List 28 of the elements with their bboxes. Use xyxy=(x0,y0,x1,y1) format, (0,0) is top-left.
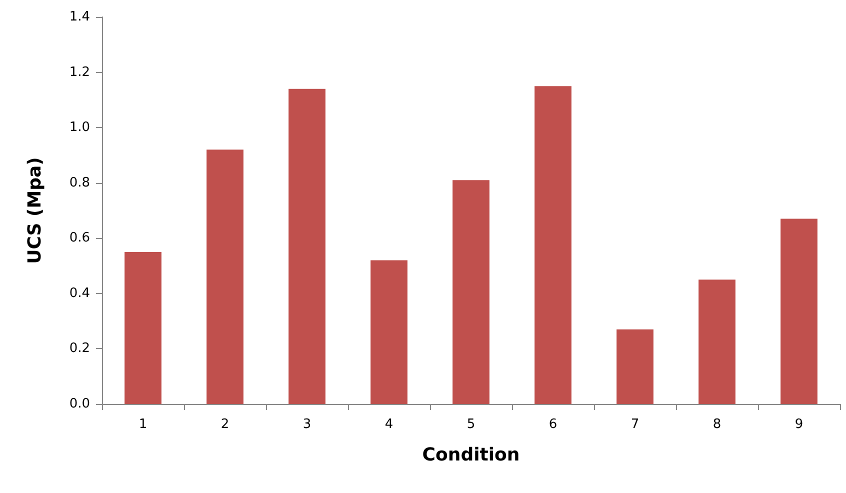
y-tick-label: 1.4 xyxy=(69,10,90,24)
x-tick-label: 4 xyxy=(384,417,394,432)
bar xyxy=(780,218,818,404)
x-tick-label: 1 xyxy=(138,417,148,432)
bar xyxy=(698,280,736,404)
y-tick-label: 1.2 xyxy=(69,64,90,80)
y-tick-label: 0.8 xyxy=(69,175,90,190)
x-tick-label: 3 xyxy=(302,417,312,432)
y-axis-title: UCS (Mpa) xyxy=(24,157,46,264)
x-axis-title: Condition xyxy=(422,444,520,466)
y-tick-label: 0.6 xyxy=(69,230,90,246)
x-tick-label: 9 xyxy=(794,417,804,432)
bar xyxy=(616,329,654,404)
x-tick-label: 8 xyxy=(712,417,722,432)
bar xyxy=(288,88,326,404)
x-tick-label: 2 xyxy=(220,417,230,432)
x-tick-label: 5 xyxy=(466,417,476,432)
y-tick-label: 0.0 xyxy=(69,396,90,412)
bar xyxy=(206,150,244,404)
x-tick-label: 6 xyxy=(548,417,558,432)
bar xyxy=(452,180,490,404)
y-tick-label: 0.4 xyxy=(69,286,90,301)
y-tick-label: 1.0 xyxy=(69,120,90,136)
y-tick-label: 0.2 xyxy=(69,341,90,356)
bar xyxy=(370,260,408,404)
bar xyxy=(124,252,162,404)
x-tick-label: 7 xyxy=(630,417,640,432)
bar xyxy=(534,86,572,404)
